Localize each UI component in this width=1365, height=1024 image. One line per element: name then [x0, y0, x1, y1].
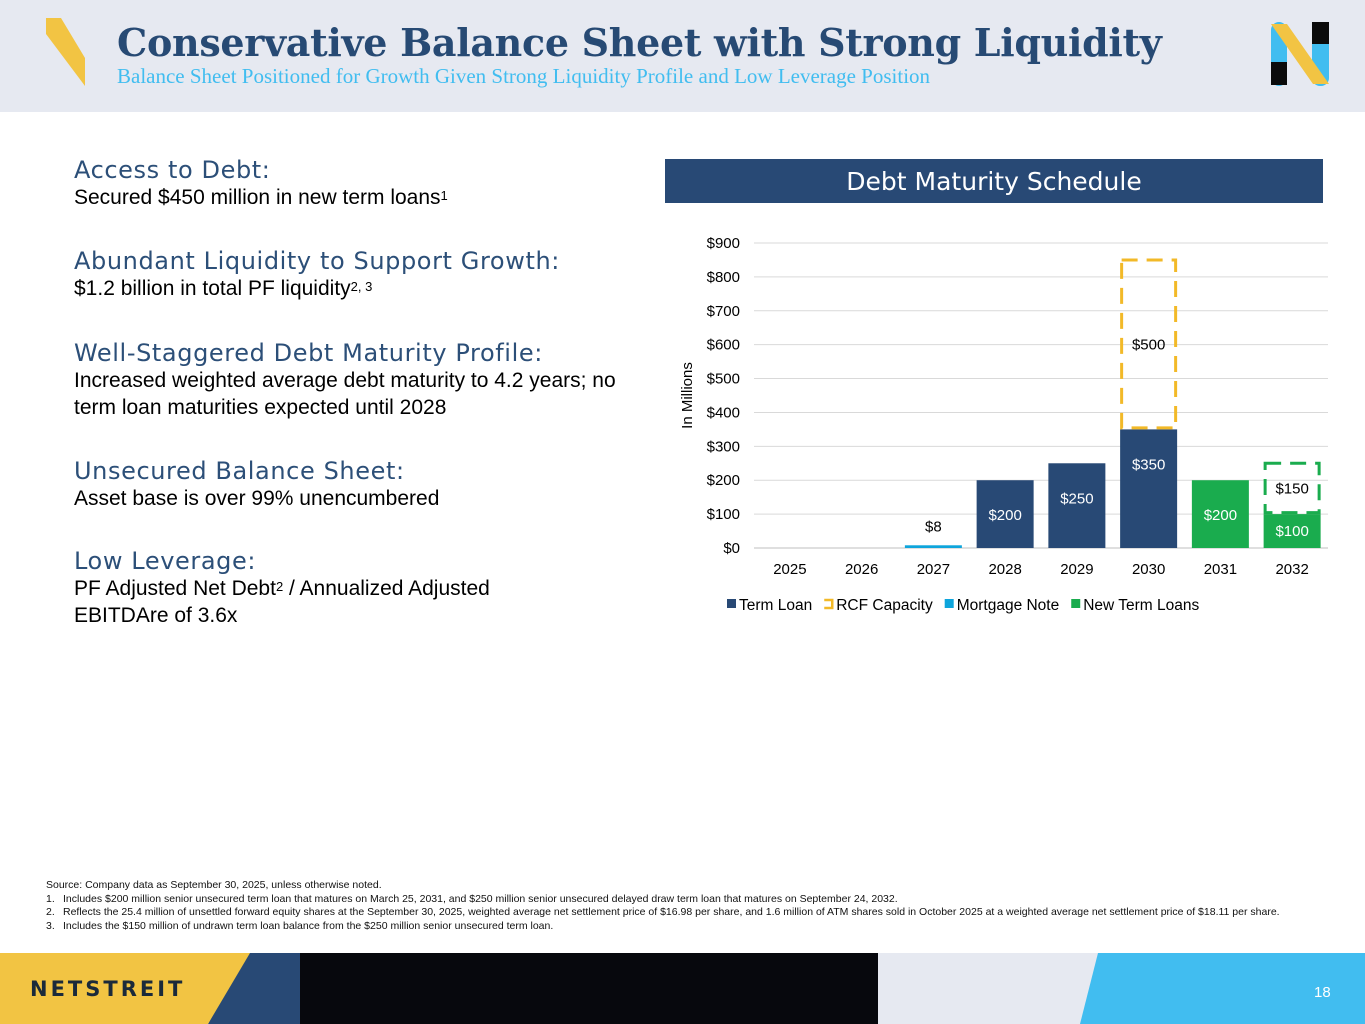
bar: [1191, 480, 1249, 548]
bullet-heading: Unsecured Balance Sheet:: [74, 457, 405, 485]
bullet-heading: Well-Staggered Debt Maturity Profile:: [74, 339, 543, 367]
legend-swatch: [1071, 599, 1081, 608]
bullet-liquidity: Abundant Liquidity to Support Growth: $1…: [74, 247, 644, 302]
data-label: $100: [1275, 523, 1308, 540]
x-tick-label: 2029: [1060, 561, 1093, 578]
footnote-2: 2. Reflects the 25.4 million of unsettled…: [46, 906, 1280, 918]
data-label: $200: [988, 507, 1021, 524]
y-tick-label: $300: [707, 438, 740, 455]
bullet-text: $1.2 billion in total PF liquidity2, 3: [74, 277, 373, 300]
bar: [904, 545, 962, 548]
bullet-text: Secured $450 million in new term loans1: [74, 186, 448, 209]
bullet-text: Asset base is over 99% unencumbered: [74, 487, 440, 510]
bullet-debt-maturity: Well-Staggered Debt Maturity Profile: In…: [74, 339, 644, 421]
legend-swatch: [944, 599, 954, 608]
x-tick-label: 2026: [845, 561, 878, 578]
data-label: $200: [1204, 507, 1237, 524]
page-number: 18: [1314, 984, 1331, 1001]
brand-accent-icon: [46, 18, 85, 86]
footer-band: [0, 953, 1365, 1024]
y-tick-label: $900: [707, 235, 740, 252]
bar-dashed: [1263, 461, 1321, 515]
y-tick-label: $200: [707, 472, 740, 489]
footer-brand: NETSTREIT: [30, 977, 186, 1001]
y-tick-label: $400: [707, 404, 740, 421]
data-label: $8: [925, 518, 942, 535]
netstreit-logo-icon: [1271, 22, 1329, 86]
footnotes: Source: Company data as September 30, 20…: [46, 879, 1316, 933]
bullet-heading: Access to Debt:: [74, 156, 271, 184]
x-tick-label: 2025: [773, 561, 806, 578]
legend-swatch: [727, 599, 736, 608]
x-tick-label: 2028: [988, 561, 1021, 578]
footnote-3: 3. Includes the $150 million of undrawn t…: [46, 919, 554, 932]
footnote-1: 1. Includes $200 million senior unsecured…: [46, 892, 898, 905]
x-tick-label: 2027: [917, 561, 950, 578]
bullet-heading: Abundant Liquidity to Support Growth:: [74, 247, 560, 275]
bullet-text: PF Adjusted Net Debt2 / Annualized Adjus…: [74, 577, 490, 627]
y-tick-label: $0: [723, 540, 740, 557]
bar: [1263, 514, 1321, 548]
debt-maturity-chart: $0 $100 $200 $300 $400 $500 $600 $700 $800 $900 In…: [679, 235, 1328, 614]
x-tick-label: 2031: [1204, 561, 1237, 578]
data-label: $350: [1132, 456, 1165, 473]
bullet-heading: Low Leverage:: [74, 547, 257, 575]
bar: [976, 480, 1034, 548]
data-label: $150: [1275, 481, 1308, 498]
legend-label: Term Loan: [739, 597, 812, 614]
bar: [1120, 429, 1178, 548]
y-tick-label: $100: [707, 506, 740, 523]
y-tick-label: $500: [707, 371, 740, 388]
legend-label: New Term Loans: [1083, 597, 1199, 614]
y-axis-label: In Millions: [679, 362, 696, 429]
x-tick-label: 2030: [1132, 561, 1165, 578]
data-label: $250: [1060, 490, 1093, 507]
bar-dashed: [1120, 258, 1178, 430]
y-tick-label: $700: [707, 303, 740, 320]
bullet-access-to-debt: Access to Debt: Secured $450 million in …: [74, 156, 644, 211]
page-subtitle: Balance Sheet Positioned for Growth Give…: [117, 64, 931, 88]
bullet-low-leverage: Low Leverage: PF Adjusted Net Debt2 / An…: [74, 547, 574, 629]
y-tick-label: $800: [707, 269, 740, 286]
bullet-text: Increased weighted average debt maturity…: [74, 369, 616, 419]
x-tick-label: 2032: [1275, 561, 1308, 578]
legend-label: Mortgage Note: [957, 597, 1060, 614]
y-tick-label: $600: [707, 337, 740, 354]
footnote-source: Source: Company data as September 30, 20…: [46, 879, 382, 891]
bar: [1048, 463, 1106, 548]
bullet-unsecured: Unsecured Balance Sheet: Asset base is o…: [74, 457, 644, 512]
data-label: $500: [1132, 337, 1165, 354]
header-band: [0, 0, 1365, 112]
legend-label: RCF Capacity: [836, 597, 933, 614]
legend-swatch: [824, 598, 834, 610]
chart-title: Debt Maturity Schedule: [665, 159, 1323, 203]
page-title: Conservative Balance Sheet with Strong L…: [117, 20, 1162, 65]
